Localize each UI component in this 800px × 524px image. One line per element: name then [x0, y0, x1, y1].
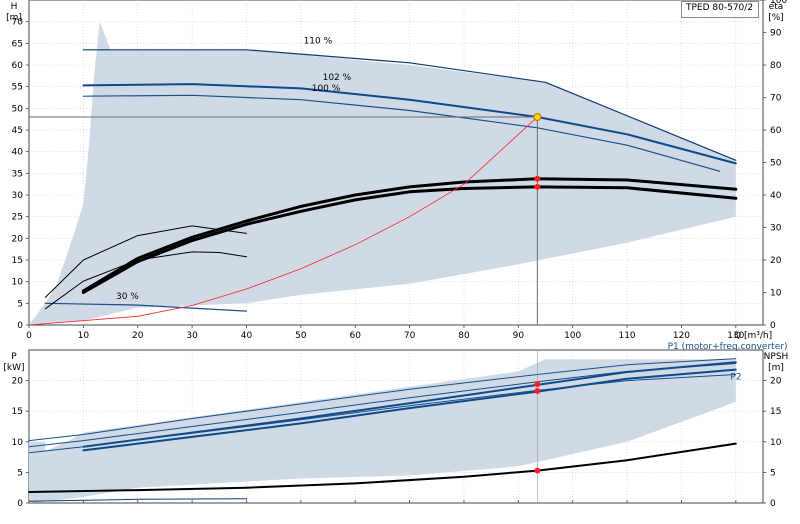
model-label: TPED 80-570/2	[686, 3, 754, 13]
x-axis-title: Q [m³/h]	[734, 331, 772, 341]
power-curve-0	[28, 358, 737, 442]
left-axis-unit: [m]	[6, 13, 22, 23]
right-tick-label: 80	[770, 61, 782, 71]
power-curve-3	[28, 363, 737, 448]
power-curve-5	[28, 498, 247, 502]
power-panel: P1 (motor+freq.converter)P20510152005101…	[3, 342, 788, 509]
left-axis-unit: [kW]	[3, 363, 24, 373]
left-tick-label: 25	[12, 213, 23, 223]
marker-point	[534, 381, 541, 388]
right-tick-label: 30	[770, 224, 782, 234]
right-tick-label: 10	[770, 438, 782, 448]
curve-label: 30 %	[116, 292, 139, 302]
x-tick-label: 70	[404, 331, 416, 341]
x-tick-label: 80	[458, 331, 470, 341]
x-tick-label: 100	[564, 331, 581, 341]
left-tick-label: 15	[12, 407, 23, 417]
right-tick-label: 40	[770, 191, 782, 201]
x-tick-label: 10	[78, 331, 90, 341]
head-curve-0	[82, 49, 737, 161]
left-tick-label: 20	[12, 377, 24, 387]
left-tick-label: 5	[17, 468, 23, 478]
efficiency-curve-4	[44, 225, 247, 298]
right-tick-label: 10	[770, 289, 782, 299]
left-tick-label: 5	[17, 299, 23, 309]
head-curve-1	[82, 83, 737, 165]
left-tick-label: 50	[12, 104, 24, 114]
x-tick-label: 0	[26, 331, 32, 341]
left-tick-label: 20	[12, 234, 24, 244]
x-tick-label: 30	[186, 331, 198, 341]
left-axis-title: H	[11, 2, 18, 12]
efficiency-curve-6	[81, 177, 738, 293]
power-curve-4	[28, 374, 737, 454]
right-tick-label: 60	[770, 126, 782, 136]
operating-area	[29, 359, 736, 503]
right-tick-label: 20	[770, 377, 782, 387]
left-tick-label: 10	[12, 278, 24, 288]
right-tick-label: 20	[770, 256, 782, 266]
marker-point	[534, 183, 541, 190]
right-tick-label: 15	[770, 407, 781, 417]
right-tick-label: 70	[770, 94, 782, 104]
model-label-box	[681, 1, 759, 18]
marker-point	[534, 388, 541, 395]
left-tick-label: 45	[12, 126, 23, 136]
right-tick-label: 100	[770, 0, 787, 6]
left-tick-label: 0	[17, 499, 23, 509]
right-axis-unit: [m]	[768, 363, 784, 373]
right-axis-unit: [%]	[768, 13, 784, 23]
left-tick-label: 30	[12, 191, 24, 201]
right-axis-title: NPSH	[764, 352, 789, 362]
curve-label: P2	[730, 372, 741, 382]
curve-label: P1 (motor+freq.converter)	[668, 342, 788, 352]
duty-point	[533, 113, 542, 121]
curve-label: 102 %	[323, 73, 352, 83]
head-curve-3	[44, 302, 248, 312]
left-tick-label: 35	[12, 169, 23, 179]
right-tick-label: 50	[770, 159, 782, 169]
left-tick-label: 40	[12, 148, 24, 158]
x-tick-label: 130	[727, 331, 744, 341]
left-tick-label: 55	[12, 83, 23, 93]
power-curve-1	[82, 361, 737, 448]
left-tick-label: 0	[17, 321, 23, 331]
x-tick-label: 90	[513, 331, 525, 341]
right-tick-label: 0	[770, 321, 776, 331]
left-tick-label: 70	[12, 18, 24, 28]
system-curve-8	[28, 116, 538, 326]
left-tick-label: 65	[12, 39, 23, 49]
x-tick-label: 120	[673, 331, 690, 341]
right-axis-title: eta	[769, 2, 784, 12]
marker-point	[534, 175, 541, 182]
x-tick-label: 60	[349, 331, 361, 341]
left-axis-title: P	[11, 352, 17, 362]
left-tick-label: 10	[12, 438, 24, 448]
x-tick-label: 20	[132, 331, 144, 341]
operating-area	[29, 21, 736, 325]
curve-label: 110 %	[304, 36, 333, 46]
left-tick-label: 15	[12, 256, 23, 266]
npsh-curve-6	[28, 442, 737, 493]
x-tick-label: 110	[618, 331, 635, 341]
right-tick-label: 90	[770, 29, 782, 39]
right-tick-label: 5	[770, 468, 776, 478]
efficiency-curve-7	[81, 185, 738, 294]
x-tick-label: 50	[295, 331, 307, 341]
x-tick-label: 40	[241, 331, 253, 341]
head-panel: 110 % 102 %100 % 30 % 0 5 10 15 20 25 30 35 40 45 50 5…	[6, 0, 787, 341]
marker-point	[534, 467, 541, 474]
left-tick-label: 60	[12, 61, 24, 71]
curve-label: 100 %	[312, 84, 341, 94]
power-curve-2	[82, 368, 737, 452]
efficiency-curve-5	[44, 251, 247, 310]
head-curve-2	[82, 94, 721, 172]
right-tick-label: 0	[770, 499, 776, 509]
